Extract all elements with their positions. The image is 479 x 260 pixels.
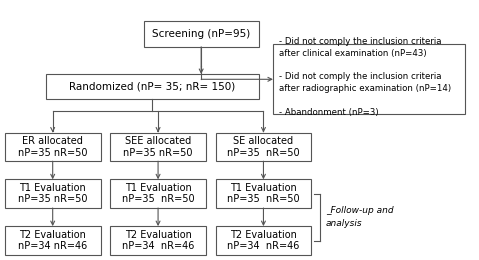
FancyBboxPatch shape [110, 179, 206, 208]
Text: SE allocated
nP=35  nR=50: SE allocated nP=35 nR=50 [227, 136, 300, 158]
Text: T2 Evaluation
nP=34  nR=46: T2 Evaluation nP=34 nR=46 [227, 230, 300, 251]
FancyBboxPatch shape [144, 21, 259, 47]
FancyBboxPatch shape [273, 44, 465, 114]
FancyBboxPatch shape [216, 226, 311, 255]
Text: - Did not comply the inclusion criteria
after clinical examination (nP=43)

- Di: - Did not comply the inclusion criteria … [279, 37, 451, 116]
FancyBboxPatch shape [216, 133, 311, 161]
FancyBboxPatch shape [216, 179, 311, 208]
FancyBboxPatch shape [46, 74, 259, 99]
Text: SEE allocated
nP=35 nR=50: SEE allocated nP=35 nR=50 [123, 136, 193, 158]
Text: _Follow-up and: _Follow-up and [326, 206, 393, 215]
Text: Randomized (nP= 35; nR= 150): Randomized (nP= 35; nR= 150) [69, 81, 235, 92]
FancyBboxPatch shape [5, 179, 101, 208]
Text: T2 Evaluation
nP=34 nR=46: T2 Evaluation nP=34 nR=46 [18, 230, 87, 251]
Text: T2 Evaluation
nP=34  nR=46: T2 Evaluation nP=34 nR=46 [122, 230, 194, 251]
FancyBboxPatch shape [5, 133, 101, 161]
FancyBboxPatch shape [110, 226, 206, 255]
Text: ER allocated
nP=35 nR=50: ER allocated nP=35 nR=50 [18, 136, 88, 158]
FancyBboxPatch shape [5, 226, 101, 255]
Text: T1 Evaluation
nP=35  nR=50: T1 Evaluation nP=35 nR=50 [122, 183, 194, 205]
Text: T1 Evaluation
nP=35  nR=50: T1 Evaluation nP=35 nR=50 [227, 183, 300, 205]
Text: T1 Evaluation
nP=35 nR=50: T1 Evaluation nP=35 nR=50 [18, 183, 88, 205]
Text: analysis: analysis [326, 219, 362, 228]
FancyBboxPatch shape [110, 133, 206, 161]
Text: Screening (nP=95): Screening (nP=95) [152, 29, 251, 39]
